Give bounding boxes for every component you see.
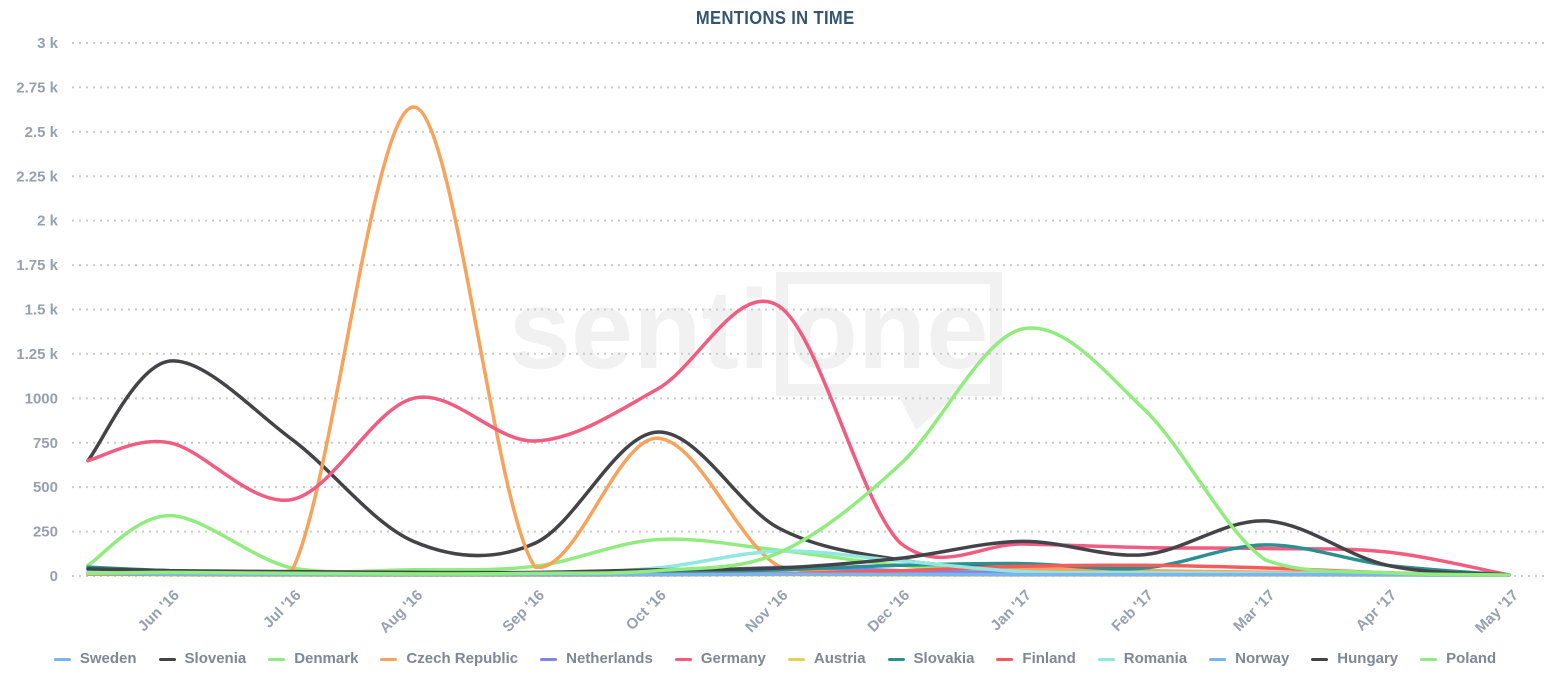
chart-plot-area: senti one 0 250 500 750 1000 1.25 k 1.5 k 1.75 … [16,35,1546,637]
y-axis-label: 2 k [37,213,59,230]
x-axis-label: Dec '16 [864,587,913,636]
y-axis-labels: 0 250 500 750 1000 1.25 k 1.5 k 1.75 k 2 k 2.25 k… [16,35,58,585]
x-axis-label: Aug '16 [376,587,426,637]
legend: Sweden Slovenia Denmark Czech Republic Nethe… [0,650,1550,667]
legend-item-slovenia[interactable]: Slovenia [158,650,247,667]
chart-title: MENTIONS IN TIME [0,8,1550,29]
watermark-text-senti: senti [509,267,770,392]
legend-marker-netherlands [540,658,558,661]
legend-marker-poland [1420,658,1438,661]
chart-title-text: MENTIONS IN TIME [695,8,855,28]
y-axis-label: 2.5 k [25,124,59,141]
legend-marker-sweden [53,658,71,661]
legend-item-finland[interactable]: Finland [996,650,1076,667]
legend-item-germany[interactable]: Germany [674,650,766,667]
legend-marker-finland [996,658,1014,661]
legend-label: Austria [813,650,866,667]
legend-marker-czech-republic [380,658,398,661]
legend-item-austria[interactable]: Austria [787,650,866,667]
y-axis-label: 500 [33,479,58,496]
legend-marker-slovakia [887,658,905,661]
legend-label: Norway [1235,650,1290,667]
gridlines [72,42,1546,577]
y-axis-label: 2.75 k [16,79,58,96]
x-axis-label: Jan '17 [987,587,1035,635]
y-axis-label: 3 k [37,35,59,52]
watermark-bubble-tail [897,392,960,430]
watermark-speech-bubble [776,272,1002,396]
legend-label: Czech Republic [406,650,519,667]
sentione-watermark: senti one [509,267,1002,430]
legend-item-slovakia[interactable]: Slovakia [887,650,975,667]
legend-label: Slovakia [913,650,975,667]
y-axis-label: 1.75 k [16,257,58,274]
x-axis-label: Jul '16 [260,587,305,632]
watermark-text-one: one [789,267,988,392]
legend-item-denmark[interactable]: Denmark [268,650,358,667]
legend-label: Germany [700,650,766,667]
y-axis-label: 750 [33,435,58,452]
series-lines [86,105,1511,577]
legend-item-czech-republic[interactable]: Czech Republic [380,650,518,667]
legend-marker-denmark [268,658,286,661]
x-axis-label: Oct '16 [623,587,670,634]
x-axis-label: May '17 [1472,587,1522,637]
legend-label: Poland [1446,650,1497,667]
legend-label: Sweden [79,650,137,667]
y-axis-label: 250 [33,524,58,541]
y-axis-label: 1.25 k [16,346,58,363]
legend-marker-norway [1209,658,1227,661]
legend-marker-germany [674,658,692,661]
legend-label: Hungary [1337,650,1399,667]
x-axis-label: Jun '16 [135,587,183,635]
legend-item-poland[interactable]: Poland [1420,650,1496,667]
legend-item-norway[interactable]: Norway [1209,650,1289,667]
legend-item-romania[interactable]: Romania [1097,650,1188,667]
series-line-poland[interactable] [86,326,1511,577]
x-axis-label: Sep '16 [499,587,548,636]
y-axis-label: 0 [50,568,58,585]
legend-item-sweden[interactable]: Sweden [53,650,137,667]
legend-label: Slovenia [184,650,247,667]
y-axis-label: 1.5 k [25,302,59,319]
legend-label: Finland [1022,650,1076,667]
x-axis-label: Nov '16 [742,587,791,636]
x-axis-labels: Jun '16 Jul '16 Aug '16 Sep '16 Oct '16 Nov '… [135,587,1522,637]
legend-marker-hungary [1311,658,1329,661]
x-axis-label: Feb '17 [1108,587,1156,635]
y-axis-label: 1000 [25,390,58,407]
legend-marker-romania [1097,658,1115,661]
series-line-germany[interactable] [86,299,1511,577]
legend-item-netherlands[interactable]: Netherlands [540,650,653,667]
legend-marker-austria [787,658,805,661]
legend-item-hungary[interactable]: Hungary [1311,650,1398,667]
y-axis-label: 2.25 k [16,168,58,185]
legend-label: Denmark [294,650,359,667]
legend-marker-slovenia [158,658,176,661]
legend-label: Romania [1123,650,1188,667]
x-axis-label: Mar '17 [1230,587,1278,635]
legend-label: Netherlands [566,650,653,667]
x-axis-label: Apr '17 [1353,587,1401,635]
